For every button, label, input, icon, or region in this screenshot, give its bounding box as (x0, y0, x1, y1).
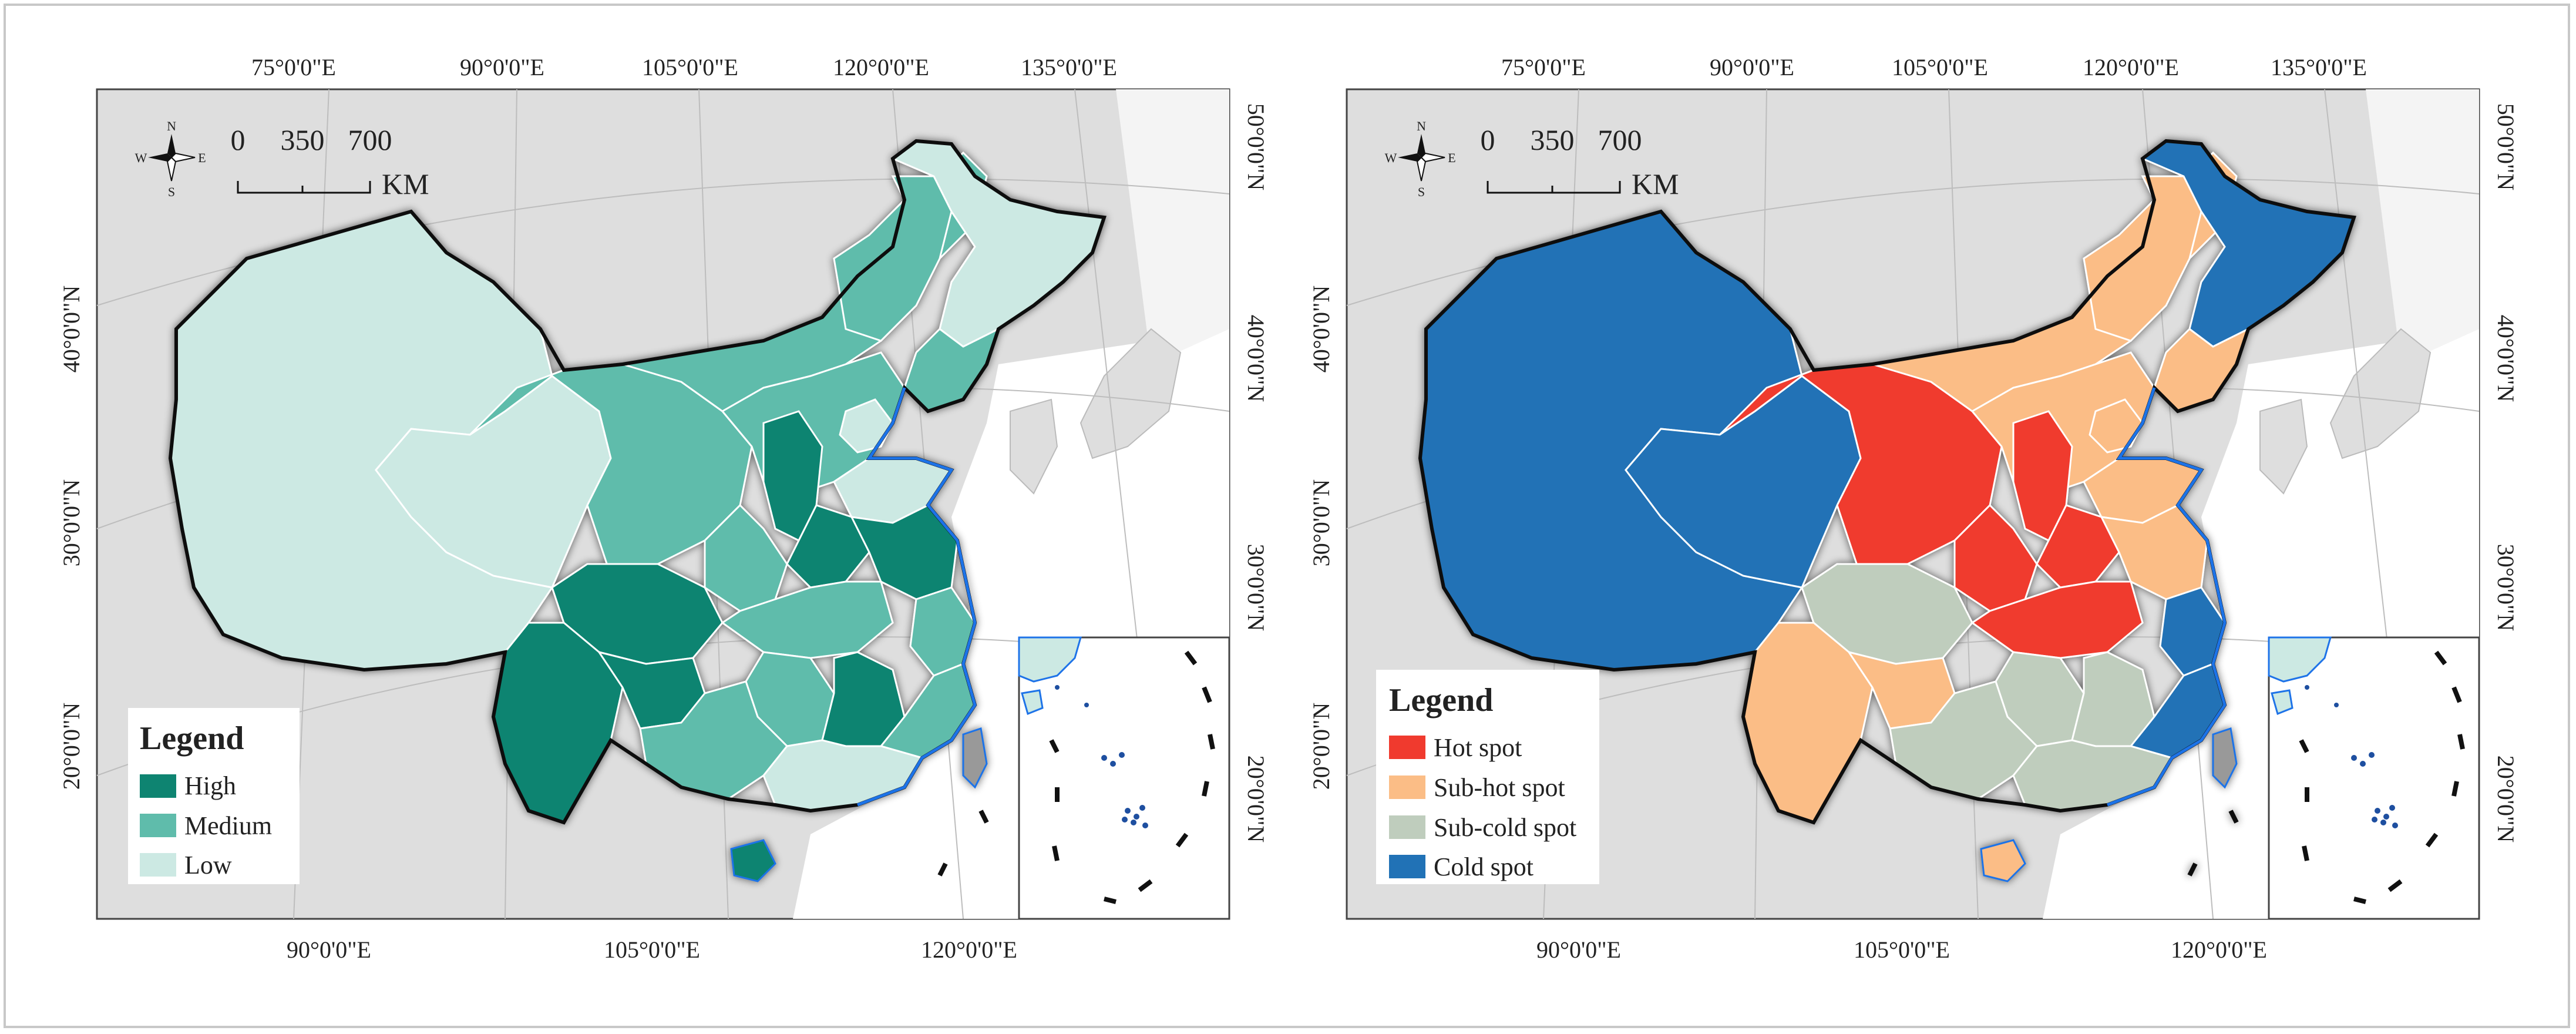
legend-swatch-high (140, 774, 176, 798)
lat-label-right-30: 30°0'0"N (2493, 544, 2519, 631)
lon-label-bottom-90: 90°0'0"E (1536, 936, 1621, 963)
lon-label-bottom-120: 120°0'0"E (921, 936, 1017, 963)
scale-tick-350: 350 (281, 123, 325, 156)
legend-swatch-subcold (1389, 815, 1425, 839)
graticule-labels: 75°0'0"E 90°0'0"E 105°0'0"E 120°0'0"E 13… (58, 54, 1269, 963)
legend-label-hot: Hot spot (1434, 733, 1522, 762)
lon-label-top-135: 135°0'0"E (2271, 54, 2367, 80)
region-beijing-hebei (2089, 398, 2144, 454)
legend-label-subhot: Sub-hot spot (1434, 773, 1565, 802)
figure-border (4, 4, 2570, 1028)
lon-label-bottom-105: 105°0'0"E (1854, 936, 1950, 963)
region-shaanxi (704, 503, 788, 612)
legend-swatch-medium (140, 814, 176, 837)
legend-label-cold: Cold spot (1434, 852, 1534, 881)
lat-label-left-40: 40°0'0"N (1308, 286, 1334, 372)
nine-dash-marks (937, 810, 989, 877)
graticule-labels: 75°0'0"E 90°0'0"E 105°0'0"E 120°0'0"E 13… (1308, 54, 2519, 963)
compass-e-label: E (1448, 150, 1455, 165)
compass-s-label: S (1418, 184, 1425, 199)
lat-label-left-20: 20°0'0"N (1308, 703, 1334, 790)
lat-label-right-50: 50°0'0"N (2493, 103, 2519, 190)
compass-s-label: S (168, 184, 175, 199)
legend: Legend Hot spot Sub-hot spot Sub-cold sp… (1376, 670, 1599, 884)
region-henan-high (786, 504, 870, 589)
map-panel-right: N S E W 0 350 700 KM Legend Hot spot Sub… (1288, 0, 2576, 1034)
compass-icon: N S E W (135, 119, 206, 199)
lat-label-left-20: 20°0'0"N (58, 703, 85, 790)
china-choropleth (168, 139, 1107, 882)
legend-swatch-low (140, 853, 176, 877)
scale-tick-700: 700 (348, 123, 392, 156)
region-beijing-hebei (839, 398, 894, 454)
compass-w-label: W (135, 150, 147, 165)
lon-label-top-120: 120°0'0"E (2083, 54, 2179, 80)
lon-label-bottom-90: 90°0'0"E (287, 936, 371, 963)
scale-tick-0: 0 (1481, 123, 1495, 156)
lat-label-right-30: 30°0'0"N (1243, 544, 1269, 631)
lat-label-right-20: 20°0'0"N (1243, 756, 1269, 842)
lat-label-right-20: 20°0'0"N (2493, 756, 2519, 842)
lon-label-top-135: 135°0'0"E (1021, 54, 1117, 80)
legend-swatch-hot (1389, 736, 1425, 759)
scale-bar: 0 350 700 KM (231, 123, 429, 200)
lon-label-bottom-105: 105°0'0"E (604, 936, 700, 963)
region-hainan (1980, 839, 2026, 882)
china-hotspot-map (1418, 139, 2357, 882)
lat-label-right-40: 40°0'0"N (1243, 315, 1269, 402)
scale-bar: 0 350 700 KM (1481, 123, 1679, 200)
south-china-sea-inset (1018, 636, 1230, 920)
lat-label-left-30: 30°0'0"N (58, 479, 85, 566)
legend-label-subcold: Sub-cold spot (1434, 813, 1576, 842)
scale-unit: KM (382, 167, 429, 200)
map-right-svg: N S E W 0 350 700 KM Legend Hot spot Sub… (1308, 54, 2519, 963)
lat-label-right-40: 40°0'0"N (2493, 315, 2519, 402)
scale-tick-700: 700 (1598, 123, 1642, 156)
legend-swatch-subhot (1389, 776, 1425, 799)
region-shaanxi (1953, 503, 2038, 612)
lat-label-left-30: 30°0'0"N (1308, 479, 1334, 566)
legend-label-high: High (184, 771, 236, 800)
scale-tick-350: 350 (1531, 123, 1575, 156)
lon-label-top-105: 105°0'0"E (1892, 54, 1988, 80)
map-left-svg: N S E W 0 350 700 KM Legend High Medium … (58, 54, 1269, 963)
region-hainan (730, 839, 776, 882)
lon-label-top-120: 120°0'0"E (833, 54, 929, 80)
legend-label-low: Low (184, 851, 232, 879)
lon-label-top-90: 90°0'0"E (1710, 54, 1794, 80)
lon-label-bottom-120: 120°0'0"E (2171, 936, 2267, 963)
scale-unit: KM (1632, 167, 1679, 200)
compass-n-label: N (1417, 119, 1426, 133)
compass-n-label: N (167, 119, 176, 133)
lat-label-left-40: 40°0'0"N (58, 286, 85, 372)
lat-label-right-50: 50°0'0"N (1243, 103, 1269, 190)
region-taiwan (962, 727, 988, 789)
south-china-sea-inset (2268, 636, 2480, 920)
compass-icon: N S E W (1385, 119, 1456, 199)
lon-label-top-75: 75°0'0"E (1501, 54, 1586, 80)
region-henan (2036, 504, 2120, 589)
legend-title: Legend (140, 720, 244, 757)
legend: Legend High Medium Low (128, 708, 300, 884)
region-taiwan (2212, 727, 2238, 789)
lon-label-top-105: 105°0'0"E (642, 54, 738, 80)
legend-swatch-cold (1389, 855, 1425, 878)
legend-label-medium: Medium (184, 811, 272, 840)
map-panel-left: N S E W 0 350 700 KM Legend High Medium … (58, 54, 1269, 963)
legend-title: Legend (1389, 682, 1493, 719)
lon-label-top-75: 75°0'0"E (251, 54, 336, 80)
compass-w-label: W (1385, 150, 1397, 165)
scale-tick-0: 0 (231, 123, 246, 156)
compass-e-label: E (198, 150, 206, 165)
lon-label-top-90: 90°0'0"E (460, 54, 544, 80)
